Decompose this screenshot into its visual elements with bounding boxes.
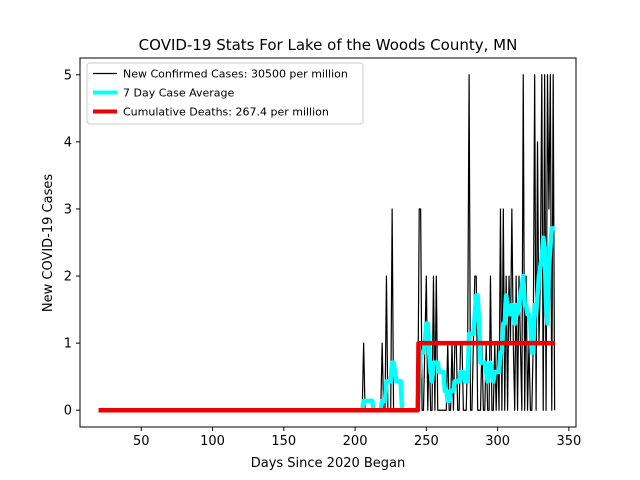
series-7-day-average [359, 226, 556, 413]
legend-label-new-cases: New Confirmed Cases: 30500 per million [123, 68, 348, 81]
x-tick-label: 300 [485, 434, 510, 449]
y-tick-label: 4 [64, 135, 72, 150]
legend-label-7-day-average: 7 Day Case Average [123, 87, 235, 100]
legend: New Confirmed Cases: 30500 per million 7… [86, 62, 364, 125]
x-tick-label: 200 [343, 434, 368, 449]
axis-ticks: 50 100 150 200 250 300 350 0 1 2 3 4 5 [64, 68, 582, 449]
y-tick-label: 0 [64, 404, 72, 419]
x-tick-label: 350 [556, 434, 581, 449]
legend-label-cumulative-deaths: Cumulative Deaths: 267.4 per million [123, 106, 329, 119]
y-tick-label: 2 [64, 270, 72, 285]
y-tick-label: 5 [64, 68, 72, 83]
axes-frame [79, 57, 577, 428]
series-cumulative-deaths [98, 340, 555, 413]
chart-title: COVID-19 Stats For Lake of the Woods Cou… [139, 36, 518, 54]
x-tick-label: 50 [133, 434, 150, 449]
x-axis-label: Days Since 2020 Began [251, 456, 406, 471]
x-tick-label: 150 [271, 434, 296, 449]
legend-box [86, 62, 364, 125]
x-tick-label: 100 [200, 434, 225, 449]
y-tick-label: 1 [64, 337, 72, 352]
y-tick-label: 3 [64, 202, 72, 217]
plot-area [98, 74, 556, 413]
x-tick-label: 250 [414, 434, 439, 449]
y-axis-label: New COVID-19 Cases [41, 174, 56, 312]
